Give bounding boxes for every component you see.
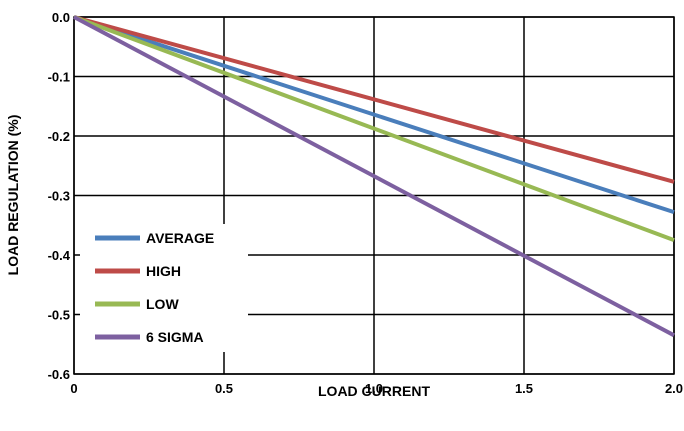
y-tick-label: -0.2 — [48, 129, 70, 144]
legend-label-0: AVERAGE — [146, 230, 214, 246]
y-axis-label: LOAD REGULATION (%) — [5, 115, 21, 276]
x-tick-label: 0.5 — [215, 381, 233, 396]
x-tick-label: 1.0 — [365, 381, 383, 396]
series-lines — [73, 15, 675, 338]
plot-frame — [73, 16, 675, 375]
legend-label-3: 6 SIGMA — [146, 329, 204, 345]
x-tick-label: 2.0 — [665, 381, 683, 396]
x-axis-label: LOAD CURRENT — [318, 383, 430, 399]
y-tick-label: -0.1 — [48, 70, 70, 85]
y-tick-label: -0.6 — [48, 367, 70, 382]
series-line-3 — [73, 15, 675, 338]
legend: AVERAGE HIGH LOW 6 SIGMA — [80, 224, 248, 352]
legend-label-2: LOW — [146, 296, 179, 312]
tick-labels: 0 0.5 1.0 1.5 2.0 0.0 -0.1 -0.2 -0.3 -0.4 -0.5 -0.6 — [48, 10, 683, 396]
legend-label-1: HIGH — [146, 263, 181, 279]
x-tick-label: 1.5 — [515, 381, 533, 396]
series-line-2 — [73, 15, 675, 242]
y-tick-label: -0.4 — [48, 248, 71, 263]
series-line-1 — [73, 15, 675, 184]
y-tick-label: -0.5 — [48, 308, 70, 323]
y-tick-label: 0.0 — [52, 10, 70, 25]
series-line-0 — [73, 15, 675, 215]
y-tick-label: -0.3 — [48, 189, 70, 204]
x-tick-label: 0 — [70, 381, 77, 396]
legend-background — [80, 224, 248, 352]
